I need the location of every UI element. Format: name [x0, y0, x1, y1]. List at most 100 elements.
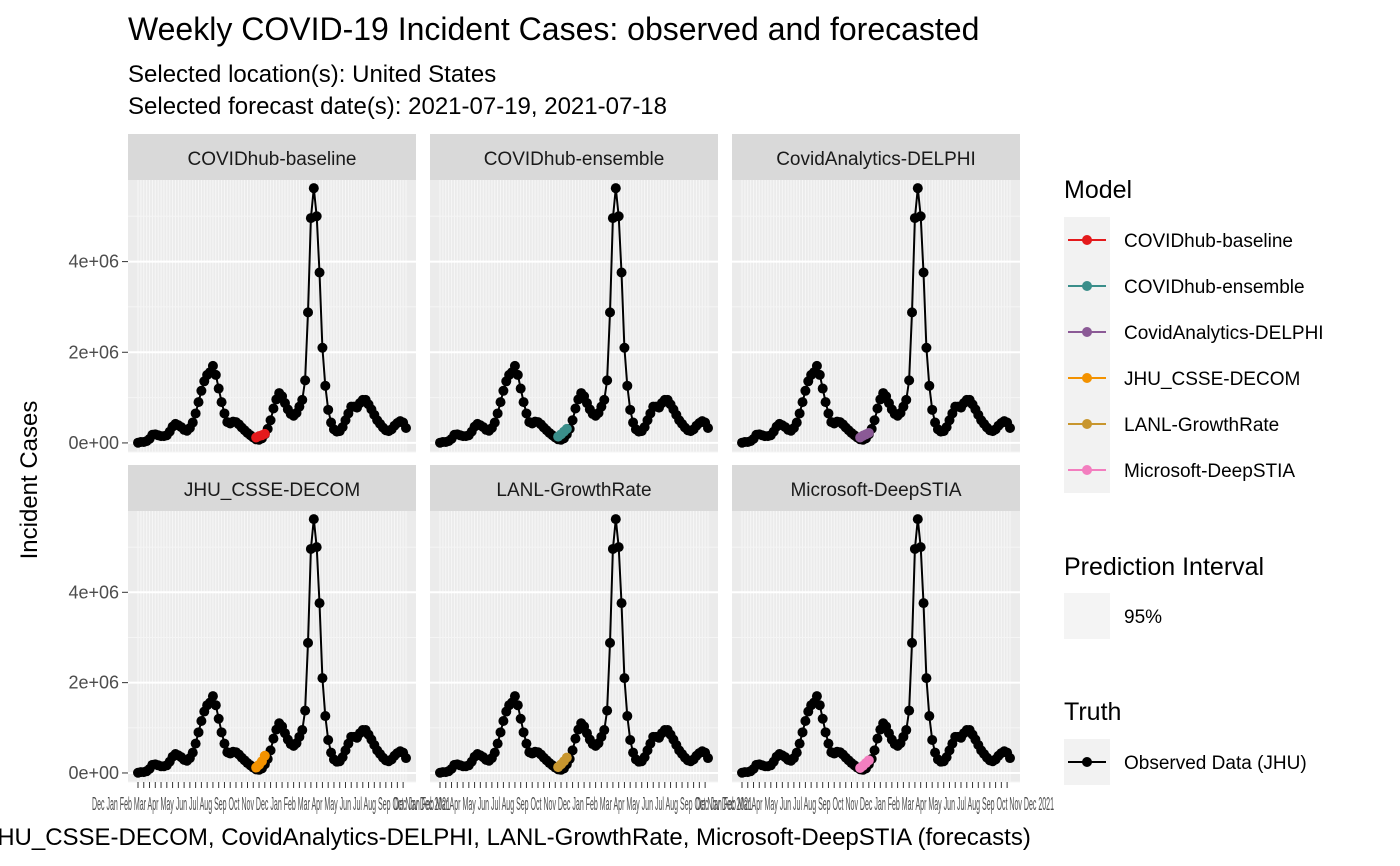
truth-point — [297, 394, 308, 405]
truth-point — [265, 415, 276, 426]
truth-point — [703, 753, 713, 764]
legend-label-model: COVIDhub-baseline — [1124, 231, 1293, 252]
truth-point — [820, 727, 831, 738]
truth-point — [268, 733, 279, 744]
truth-point — [610, 183, 621, 194]
legend: Model COVIDhub-baseline COVIDhub-ensemble C… — [1064, 176, 1324, 785]
truth-point — [901, 725, 912, 736]
truth-point — [193, 727, 204, 738]
y-tick-label: 0e+00 — [68, 433, 119, 453]
legend-label-model: LANL-GrowthRate — [1124, 415, 1279, 436]
truth-point — [1005, 753, 1015, 764]
truth-point — [196, 716, 207, 727]
truth-point — [515, 383, 526, 394]
truth-point — [401, 753, 411, 764]
forecast-point — [259, 428, 270, 439]
truth-point — [518, 397, 529, 408]
y-tick-label: 4e+06 — [68, 252, 119, 272]
facet-strip-label: COVIDhub-baseline — [188, 149, 357, 170]
legend-interval-swatch — [1064, 593, 1110, 639]
truth-point — [303, 307, 314, 318]
truth-point — [521, 738, 532, 749]
truth-point — [521, 408, 532, 419]
chart-subtitle-dates: Selected forecast date(s): 2021-07-19, 2… — [128, 93, 667, 120]
truth-point — [489, 747, 500, 758]
forecast-point — [561, 423, 572, 434]
truth-point — [823, 738, 834, 749]
legend-label-model: COVIDhub-ensemble — [1124, 277, 1305, 298]
truth-point — [869, 415, 880, 426]
truth-point — [268, 403, 279, 414]
truth-point — [820, 397, 831, 408]
facet-panel: COVIDhub-baseline 0e+00 2e+06 4e+06 — [68, 134, 416, 453]
truth-point — [570, 403, 581, 414]
truth-point — [616, 598, 627, 609]
truth-point — [196, 385, 207, 396]
truth-point — [791, 417, 802, 428]
truth-point — [811, 691, 822, 702]
truth-point — [1005, 422, 1015, 433]
truth-point — [300, 705, 311, 716]
truth-point — [924, 711, 935, 722]
truth-point — [187, 747, 198, 758]
truth-point — [797, 397, 808, 408]
truth-point — [602, 375, 613, 386]
truth-point — [317, 673, 328, 684]
truth-point — [320, 711, 331, 722]
facet-strip-label: LANL-GrowthRate — [496, 480, 651, 501]
y-tick-label: 2e+06 — [68, 673, 119, 693]
truth-point — [912, 183, 923, 194]
truth-point — [190, 408, 201, 419]
truth-point — [918, 267, 929, 278]
legend-label-interval: 95% — [1124, 607, 1162, 628]
truth-point — [800, 385, 811, 396]
legend-key-point — [1082, 235, 1092, 245]
truth-point — [187, 417, 198, 428]
truth-point — [869, 745, 880, 756]
truth-point — [616, 267, 627, 278]
truth-point — [207, 691, 218, 702]
truth-point — [924, 380, 935, 391]
facet-strip — [128, 465, 416, 511]
legend-key-point — [1082, 327, 1092, 337]
facet-panels: COVIDhub-baseline 0e+00 2e+06 4e+06 COVIDhub… — [68, 134, 1054, 814]
truth-point — [811, 360, 822, 371]
truth-point — [216, 727, 227, 738]
truth-point — [518, 727, 529, 738]
truth-point — [619, 673, 630, 684]
truth-point — [622, 711, 633, 722]
truth-point — [622, 380, 633, 391]
truth-point — [625, 404, 636, 415]
legend-key-point — [1082, 757, 1092, 767]
truth-point — [303, 637, 314, 648]
truth-point — [190, 738, 201, 749]
truth-point — [515, 713, 526, 724]
facet-strip — [732, 134, 1020, 180]
legend-label-model: CovidAnalytics-DELPHI — [1124, 323, 1324, 344]
chart-title: Weekly COVID-19 Incident Cases: observed… — [128, 11, 979, 47]
truth-point — [323, 734, 334, 745]
truth-point — [625, 734, 636, 745]
legend-title-model: Model — [1064, 176, 1132, 204]
truth-point — [213, 713, 224, 724]
truth-point — [610, 514, 621, 525]
truth-point — [791, 747, 802, 758]
legend-key-point — [1082, 281, 1092, 291]
truth-point — [927, 734, 938, 745]
forecast-point — [863, 427, 874, 438]
truth-point — [800, 716, 811, 727]
truth-point — [703, 422, 713, 433]
x-axis-title: JHU_CSSE-DECOM, CovidAnalytics-DELPHI, L… — [0, 824, 1031, 851]
truth-point — [921, 342, 932, 353]
truth-point — [308, 514, 319, 525]
truth-point — [492, 738, 503, 749]
truth-point — [317, 342, 328, 353]
truth-point — [210, 700, 221, 711]
truth-point — [599, 725, 610, 736]
truth-point — [512, 369, 523, 380]
truth-point — [512, 700, 523, 711]
truth-point — [599, 394, 610, 405]
truth-point — [509, 360, 520, 371]
facet-panel: COVIDhub-ensemble — [430, 134, 718, 453]
truth-point — [219, 408, 230, 419]
